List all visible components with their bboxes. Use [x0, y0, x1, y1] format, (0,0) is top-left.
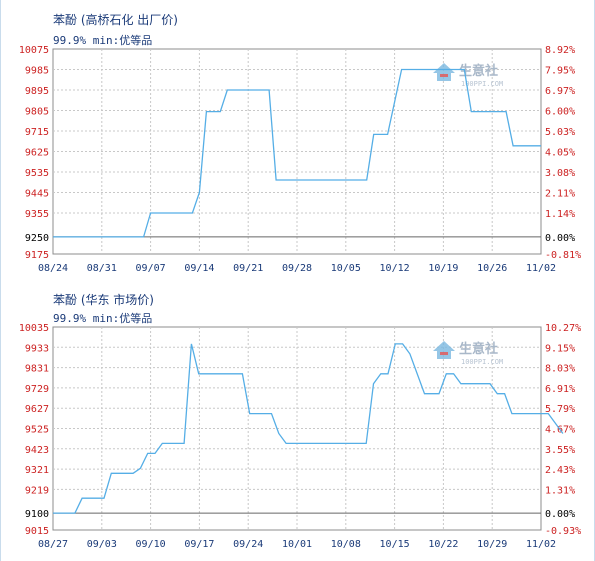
x-tick-label: 09/28 [282, 263, 312, 274]
y2-tick-label: 6.00% [545, 107, 575, 118]
watermark-text: 生意社 [459, 63, 498, 79]
y2-tick-label: 10.27% [545, 323, 581, 334]
x-tick-label: 11/02 [526, 263, 556, 274]
watermark-text: 生意社 [459, 341, 498, 357]
y2-tick-label: 3.08% [545, 168, 575, 179]
y-tick-label: 10075 [19, 45, 49, 56]
y-tick-label: 9805 [25, 107, 49, 118]
y2-tick-label: 2.11% [545, 189, 575, 200]
y-tick-label: 9100 [25, 509, 49, 520]
x-tick-label: 10/29 [477, 539, 507, 550]
x-tick-label: 11/02 [526, 539, 556, 550]
x-tick-label: 09/03 [87, 539, 117, 550]
y2-tick-label: 2.43% [545, 465, 575, 476]
y-tick-label: 9175 [25, 250, 49, 261]
y2-tick-label: -0.81% [545, 250, 581, 261]
y-tick-label: 9355 [25, 209, 49, 220]
y-tick-label: 9625 [25, 148, 49, 159]
house-logo-icon [433, 341, 455, 359]
y-tick-label: 9445 [25, 189, 49, 200]
x-tick-label: 10/05 [331, 263, 361, 274]
x-tick-label: 08/27 [38, 539, 68, 550]
y2-tick-label: 1.14% [545, 209, 575, 220]
x-tick-label: 09/07 [136, 263, 166, 274]
x-tick-label: 10/26 [477, 263, 507, 274]
chart2-subtitle: 99.9% min:优等品 [53, 312, 153, 325]
chart1-title: 苯酚 (高桥石化 出厂价) [53, 13, 178, 27]
y2-tick-label: 5.03% [545, 127, 575, 138]
series-line-2 [53, 343, 564, 514]
x-tick-label: 10/12 [380, 263, 410, 274]
y2-tick-label: 0.00% [545, 233, 575, 244]
y2-tick-label: 5.79% [545, 404, 575, 415]
y2-tick-label: 9.15% [545, 343, 575, 354]
x-tick-label: 10/19 [428, 263, 458, 274]
watermark-subtext: 100PPI.COM [461, 358, 503, 366]
y-tick-label: 9219 [25, 485, 49, 496]
y-tick-label: 9423 [25, 445, 49, 456]
y-tick-label: 9015 [25, 526, 49, 537]
y2-tick-label: 1.31% [545, 485, 575, 496]
x-tick-label: 09/17 [184, 539, 214, 550]
y-tick-label: 9895 [25, 86, 49, 97]
x-tick-label: 08/31 [87, 263, 117, 274]
y2-tick-label: 4.05% [545, 148, 575, 159]
house-logo-stripe [440, 352, 448, 355]
y2-tick-label: 6.91% [545, 384, 575, 395]
y2-tick-label: 7.95% [545, 66, 575, 77]
x-tick-label: 10/08 [331, 539, 361, 550]
y2-tick-label: 8.92% [545, 45, 575, 56]
y-tick-label: 9627 [25, 404, 49, 415]
x-tick-label: 09/24 [233, 539, 263, 550]
chart1-subtitle: 99.9% min:优等品 [53, 34, 153, 47]
y-tick-label: 10035 [19, 323, 49, 334]
y2-tick-label: 6.97% [545, 86, 575, 97]
x-tick-label: 10/01 [282, 539, 312, 550]
y-tick-label: 9535 [25, 168, 49, 179]
y-tick-label: 9985 [25, 66, 49, 77]
y-tick-label: 9715 [25, 127, 49, 138]
chart2-title: 苯酚 (华东 市场价) [53, 293, 154, 307]
x-tick-label: 09/10 [136, 539, 166, 550]
y-tick-label: 9831 [25, 364, 49, 375]
y-tick-label: 9729 [25, 384, 49, 395]
y2-tick-label: -0.93% [545, 526, 581, 537]
x-tick-label: 09/14 [184, 263, 214, 274]
x-tick-label: 09/21 [233, 263, 263, 274]
y2-tick-label: 3.55% [545, 445, 575, 456]
x-tick-label: 10/22 [428, 539, 458, 550]
y2-tick-label: 0.00% [545, 509, 575, 520]
house-logo-icon [433, 63, 455, 81]
x-tick-label: 10/15 [380, 539, 410, 550]
y-tick-label: 9933 [25, 343, 49, 354]
y2-tick-label: 8.03% [545, 364, 575, 375]
house-logo-stripe [440, 74, 448, 77]
watermark-subtext: 100PPI.COM [461, 80, 503, 88]
y-tick-label: 9525 [25, 425, 49, 436]
y-tick-label: 9321 [25, 465, 49, 476]
x-tick-label: 08/24 [38, 263, 68, 274]
y-tick-label: 9250 [25, 233, 49, 244]
series-line-1 [53, 68, 541, 238]
